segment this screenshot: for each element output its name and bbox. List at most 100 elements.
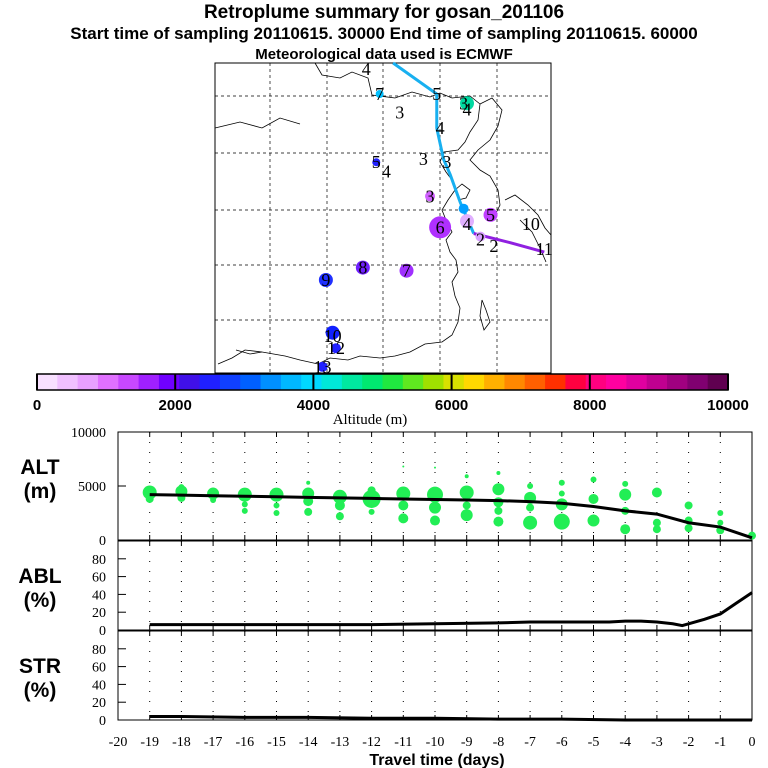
y-tick-label: 20 [92,696,106,711]
plume-cluster [317,361,328,372]
colorbar-title: Altitude (m) [333,412,408,428]
plume-day-label: 7 [402,261,411,281]
plume-cluster [355,260,370,275]
plume-day-label: 11 [536,239,553,259]
colorbar-swatch [219,374,241,390]
colorbar-swatch [606,374,627,390]
alt-point [684,524,693,533]
y-axis-label: (%) [24,589,57,612]
alt-point [368,508,375,515]
plume-day-label: 2 [476,230,485,250]
alt-point [620,524,631,535]
map-grid [215,63,551,373]
alt-point [396,486,411,501]
colorbar-swatch [382,374,404,390]
x-tick-label: -20 [109,735,128,750]
x-tick-label: -16 [235,735,254,750]
plume-day-label: 5 [372,152,381,172]
y-tick-label: 0 [99,534,106,549]
colorbar-swatch [179,374,201,390]
map-frame [214,62,552,374]
alt-point [717,510,724,516]
colorbar-swatch [118,374,140,390]
alt-point [178,484,185,491]
x-tick-label: -13 [331,735,350,750]
met-data-line: Meteorological data used is ECMWF [255,46,513,63]
plume-cluster [475,231,486,242]
alt-point [273,502,280,509]
y-axis-label: (%) [24,679,57,702]
panel-frame [117,540,753,631]
y-tick-label: 80 [92,553,106,568]
plume-day-label: 5 [486,205,495,225]
x-tick-label: -17 [204,735,223,750]
colorbar-swatch [362,374,383,390]
alt-point [527,483,534,489]
colorbar-swatch [463,374,485,390]
y-tick-label: 60 [92,571,106,586]
plume-cluster [460,96,474,111]
colorbar-swatch [646,374,668,390]
x-tick-label: 0 [749,735,756,750]
plume-day-label: 3 [442,152,451,172]
alt-panel: 0 5000 10000 ALT(m) [20,426,756,549]
sampling-time-line: Start time of sampling 20110615. 30000 E… [70,24,698,43]
plume-cluster [330,343,341,354]
alt-point [241,507,248,514]
colorbar-tick-labels: 0 2000 4000 6000 8000 10000 [33,374,749,414]
x-tick-label: -1 [714,735,726,750]
colorbar-swatch [484,374,505,390]
colorbar-swatch [565,374,587,390]
y-tick-label: 60 [92,661,106,676]
plume-day-label: 3 [395,103,404,123]
colorbar-tick-label: 10000 [707,397,749,414]
x-tick-label: -7 [524,735,536,750]
alt-point [558,479,565,486]
plume-day-label: 4 [382,162,391,182]
alt-point [492,483,505,496]
x-tick-label: -3 [651,735,663,750]
alt-point [526,503,535,512]
plume-day-label: 10 [522,214,540,234]
plume-day-label: 2 [489,236,498,256]
alt-point [553,513,570,530]
alt-point [334,500,345,511]
plume-cluster [483,207,498,222]
x-tick-label: -18 [172,735,191,750]
alt-point [493,497,504,508]
plume-cluster [399,263,414,278]
colorbar-swatch [37,374,58,390]
x-tick-label: -19 [140,735,159,750]
plume-day-label: 6 [436,217,445,237]
plume-cluster [458,203,469,214]
panel-frame [117,630,753,721]
plume-day-label: 13 [314,357,332,377]
colorbar-swatch [97,374,119,390]
alt-point [717,519,724,526]
plume-day-label: 12 [327,338,345,358]
alt-point [494,506,503,515]
colorbar-swatch [301,374,323,390]
alt-point [588,493,599,504]
colorbar-swatch [524,374,546,390]
alt-point [651,487,662,498]
alt-point [398,500,409,511]
plume-day-label: 5 [432,84,441,104]
alt-point [523,515,538,530]
colorbar-tick-label: 8000 [573,397,606,414]
y-axis-label: ABL [18,565,61,588]
colorbar-swatch [402,374,424,390]
alt-mean-line [149,493,753,540]
colorbar-tick-label: 6000 [435,397,468,414]
plume-day-label: 7 [375,84,384,104]
alt-point [459,485,474,500]
alt-point [398,513,409,524]
colorbar-swatch [138,374,160,390]
x-axis-ticks: -20 -19 -18 -17 -16 -15 -14 -13 -12 -11 -10 -9 -8 -7-… [109,735,756,750]
x-tick-label: -6 [556,735,568,750]
x-tick-label: -8 [493,735,505,750]
x-tick-label: -9 [461,735,473,750]
alt-point [306,480,311,485]
plume-cluster [425,191,436,202]
